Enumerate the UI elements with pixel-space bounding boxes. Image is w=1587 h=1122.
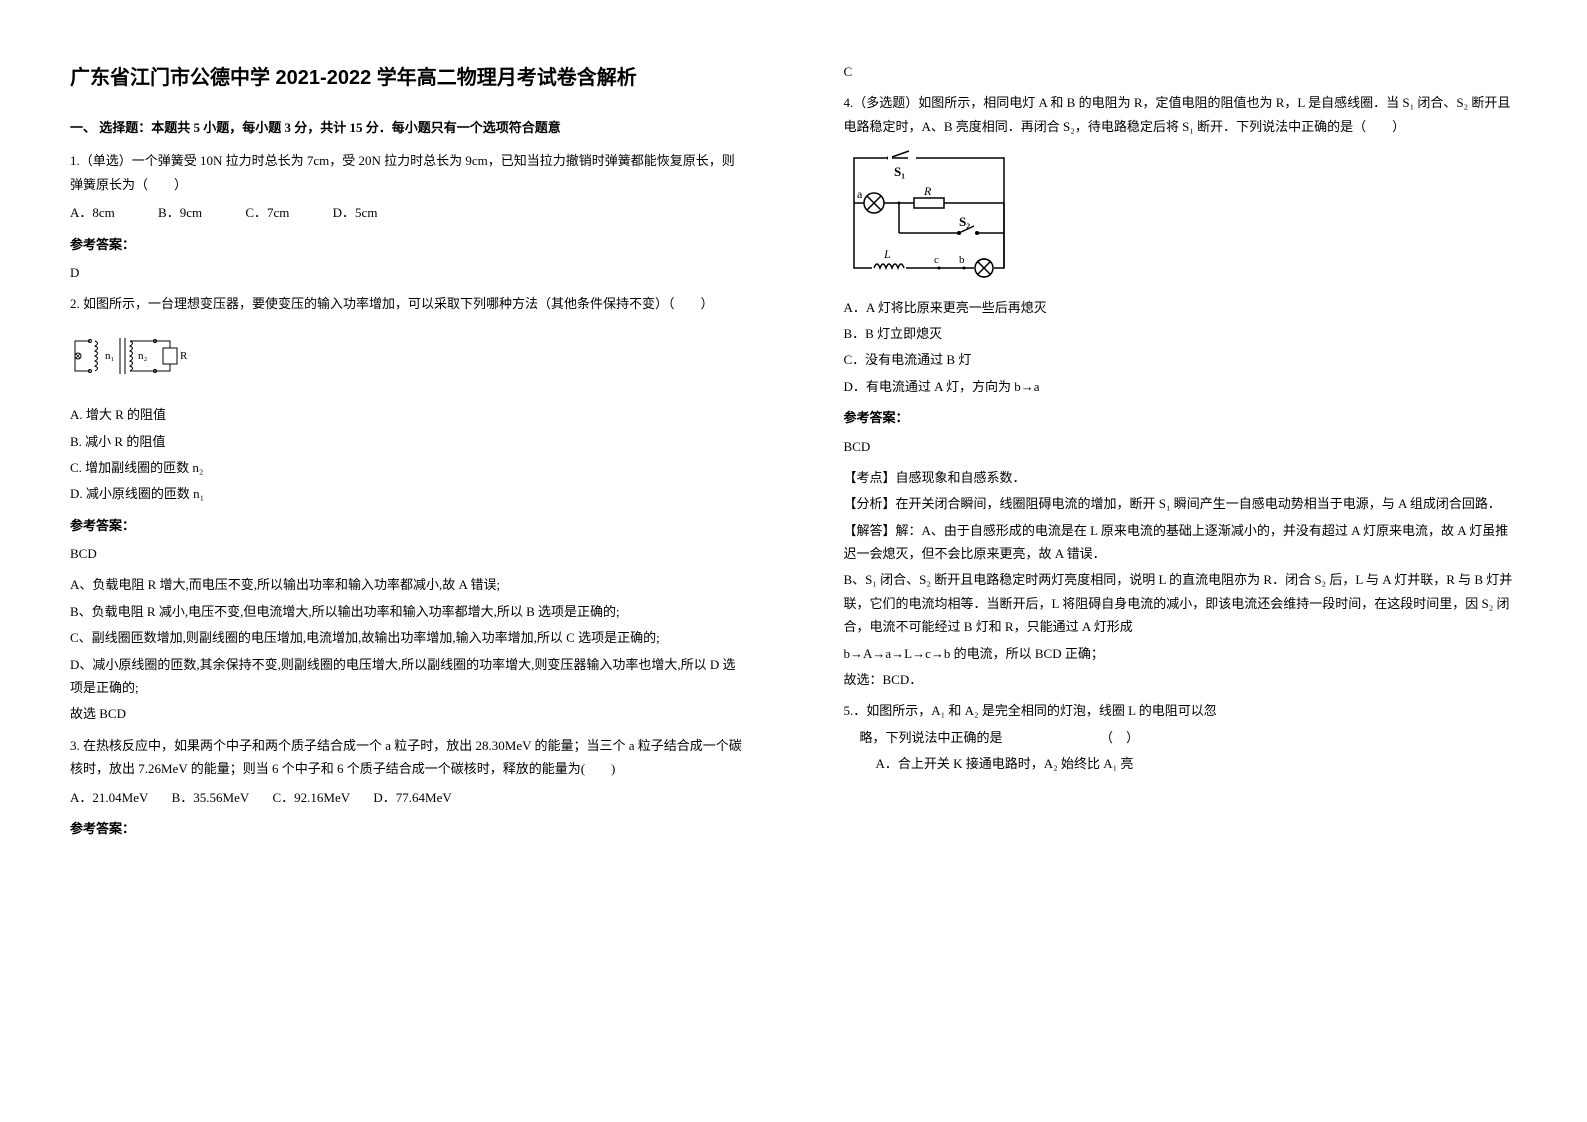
q4-opt-c: C．没有电流通过 B 灯 xyxy=(844,348,1518,371)
q4-answer-label: 参考答案： xyxy=(844,406,1518,429)
question-5: 5.．如图所示，A₁ 和 A₂ 是完全相同的灯泡，线圈 L 的电阻可以忽 略，下… xyxy=(844,699,1518,775)
q2-answer: BCD xyxy=(70,542,744,565)
q3-opt-a: A．21.04MeV xyxy=(70,786,148,809)
q2-exp-a: A、负载电阻 R 增大,而电压不变,所以输出功率和输入功率都减小,故 A 错误; xyxy=(70,573,744,596)
n1-label: n₁ xyxy=(105,350,115,362)
node-b: b xyxy=(959,254,965,266)
q4-conclude: 故选：BCD． xyxy=(844,668,1518,691)
q4-opt-a: A．A 灯将比原来更亮一些后再熄灭 xyxy=(844,296,1518,319)
document-title: 广东省江门市公德中学 2021-2022 学年高二物理月考试卷含解析 xyxy=(70,60,744,96)
q1-answer: D xyxy=(70,261,744,284)
question-2: 2. 如图所示，一台理想变压器，要使变压的输入功率增加，可以采取下列哪种方法（其… xyxy=(70,292,744,725)
q2-opt-c: C. 增加副线圈的匝数 n₂ xyxy=(70,456,744,479)
r-label-2: R xyxy=(923,184,932,198)
q4-point: 【考点】自感现象和自感系数． xyxy=(844,466,1518,489)
q2-exp-b: B、负载电阻 R 减小,电压不变,但电流增大,所以输出功率和输入功率都增大,所以… xyxy=(70,600,744,623)
q1-opt-a: A．8cm xyxy=(70,201,115,224)
s1-label: S₁ xyxy=(894,164,905,179)
q3-answer-label: 参考答案： xyxy=(70,817,744,840)
q4-opt-b: B．B 灯立即熄灭 xyxy=(844,322,1518,345)
q4-solve1: 【解答】解：A、由于自感形成的电流是在 L 原来电流的基础上逐渐减小的，并没有超… xyxy=(844,519,1518,566)
q5-text: 5.．如图所示，A₁ 和 A₂ 是完全相同的灯泡，线圈 L 的电阻可以忽 xyxy=(844,699,1518,722)
q1-opt-b: B．9cm xyxy=(158,201,202,224)
q2-answer-label: 参考答案： xyxy=(70,514,744,537)
q2-opt-b: B. 减小 R 的阻值 xyxy=(70,430,744,453)
q3-opt-c: C．92.16MeV xyxy=(273,786,351,809)
q1-opt-d: D．5cm xyxy=(333,201,378,224)
section-heading: 一、 选择题：本题共 5 小题，每小题 3 分，共计 15 分．每小题只有一个选… xyxy=(70,116,744,139)
circuit-diagram: S₁ a R xyxy=(844,148,1518,285)
q2-conclude: 故选 BCD xyxy=(70,702,744,725)
q1-opt-c: C．7cm xyxy=(245,201,289,224)
s2-label: S₂ xyxy=(959,214,970,229)
q5-text2: 略，下列说法中正确的是 （ ） xyxy=(844,726,1518,749)
question-4: 4.（多选题）如图所示，相同电灯 A 和 B 的电阻为 R，定值电阻的阻值也为 … xyxy=(844,91,1518,691)
n2-label: n₂ xyxy=(138,350,148,362)
q3-text: 3. 在热核反应中，如果两个中子和两个质子结合成一个 a 粒子时，放出 28.3… xyxy=(70,734,744,781)
q3-answer: C xyxy=(844,60,1518,83)
q1-answer-label: 参考答案： xyxy=(70,233,744,256)
r-label: R xyxy=(180,350,188,362)
q1-text: 1.（单选）一个弹簧受 10N 拉力时总长为 7cm，受 20N 拉力时总长为 … xyxy=(70,149,744,196)
question-1: 1.（单选）一个弹簧受 10N 拉力时总长为 7cm，受 20N 拉力时总长为 … xyxy=(70,149,744,284)
q2-text: 2. 如图所示，一台理想变压器，要使变压的输入功率增加，可以采取下列哪种方法（其… xyxy=(70,292,744,315)
node-c: c xyxy=(934,254,939,266)
q2-opt-d: D. 减小原线圈的匝数 n₁ xyxy=(70,482,744,505)
q2-exp-d: D、减小原线圈的匝数,其余保持不变,则副线圈的电压增大,所以副线圈的功率增大,则… xyxy=(70,653,744,700)
q1-options: A．8cm B．9cm C．7cm D．5cm xyxy=(70,201,744,224)
question-3: 3. 在热核反应中，如果两个中子和两个质子结合成一个 a 粒子时，放出 28.3… xyxy=(70,734,744,841)
left-column: 广东省江门市公德中学 2021-2022 学年高二物理月考试卷含解析 一、 选择… xyxy=(0,0,794,1122)
q2-opt-a: A. 增大 R 的阻值 xyxy=(70,403,744,426)
q5-opt-a: A．合上开关 K 接通电路时，A₂ 始终比 A₁ 亮 xyxy=(844,752,1518,775)
q4-opt-d: D．有电流通过 A 灯，方向为 b→a xyxy=(844,375,1518,398)
q4-text: 4.（多选题）如图所示，相同电灯 A 和 B 的电阻为 R，定值电阻的阻值也为 … xyxy=(844,91,1518,138)
q4-answer: BCD xyxy=(844,435,1518,458)
q4-analysis: 【分析】在开关闭合瞬间，线圈阻碍电流的增加，断开 S₁ 瞬间产生一自感电动势相当… xyxy=(844,492,1518,515)
right-column: C 4.（多选题）如图所示，相同电灯 A 和 B 的电阻为 R，定值电阻的阻值也… xyxy=(794,0,1587,1122)
node-a: a xyxy=(857,187,863,201)
q4-solve3: b→A→a→L→c→b 的电流，所以 BCD 正确； xyxy=(844,642,1518,665)
q2-exp-c: C、副线圈匝数增加,则副线圈的电压增加,电流增加,故输出功率增加,输入功率增加,… xyxy=(70,626,744,649)
transformer-diagram: n₁ n₂ R xyxy=(70,326,744,393)
q4-solve2: B、S₁ 闭合、S₂ 断开且电路稳定时两灯亮度相同，说明 L 的直流电阻亦为 R… xyxy=(844,568,1518,638)
q3-opt-d: D．77.64MeV xyxy=(373,786,451,809)
l-label: L xyxy=(883,247,891,261)
q3-opt-b: B．35.56MeV xyxy=(172,786,250,809)
q3-options: A．21.04MeV B．35.56MeV C．92.16MeV D．77.64… xyxy=(70,786,744,809)
